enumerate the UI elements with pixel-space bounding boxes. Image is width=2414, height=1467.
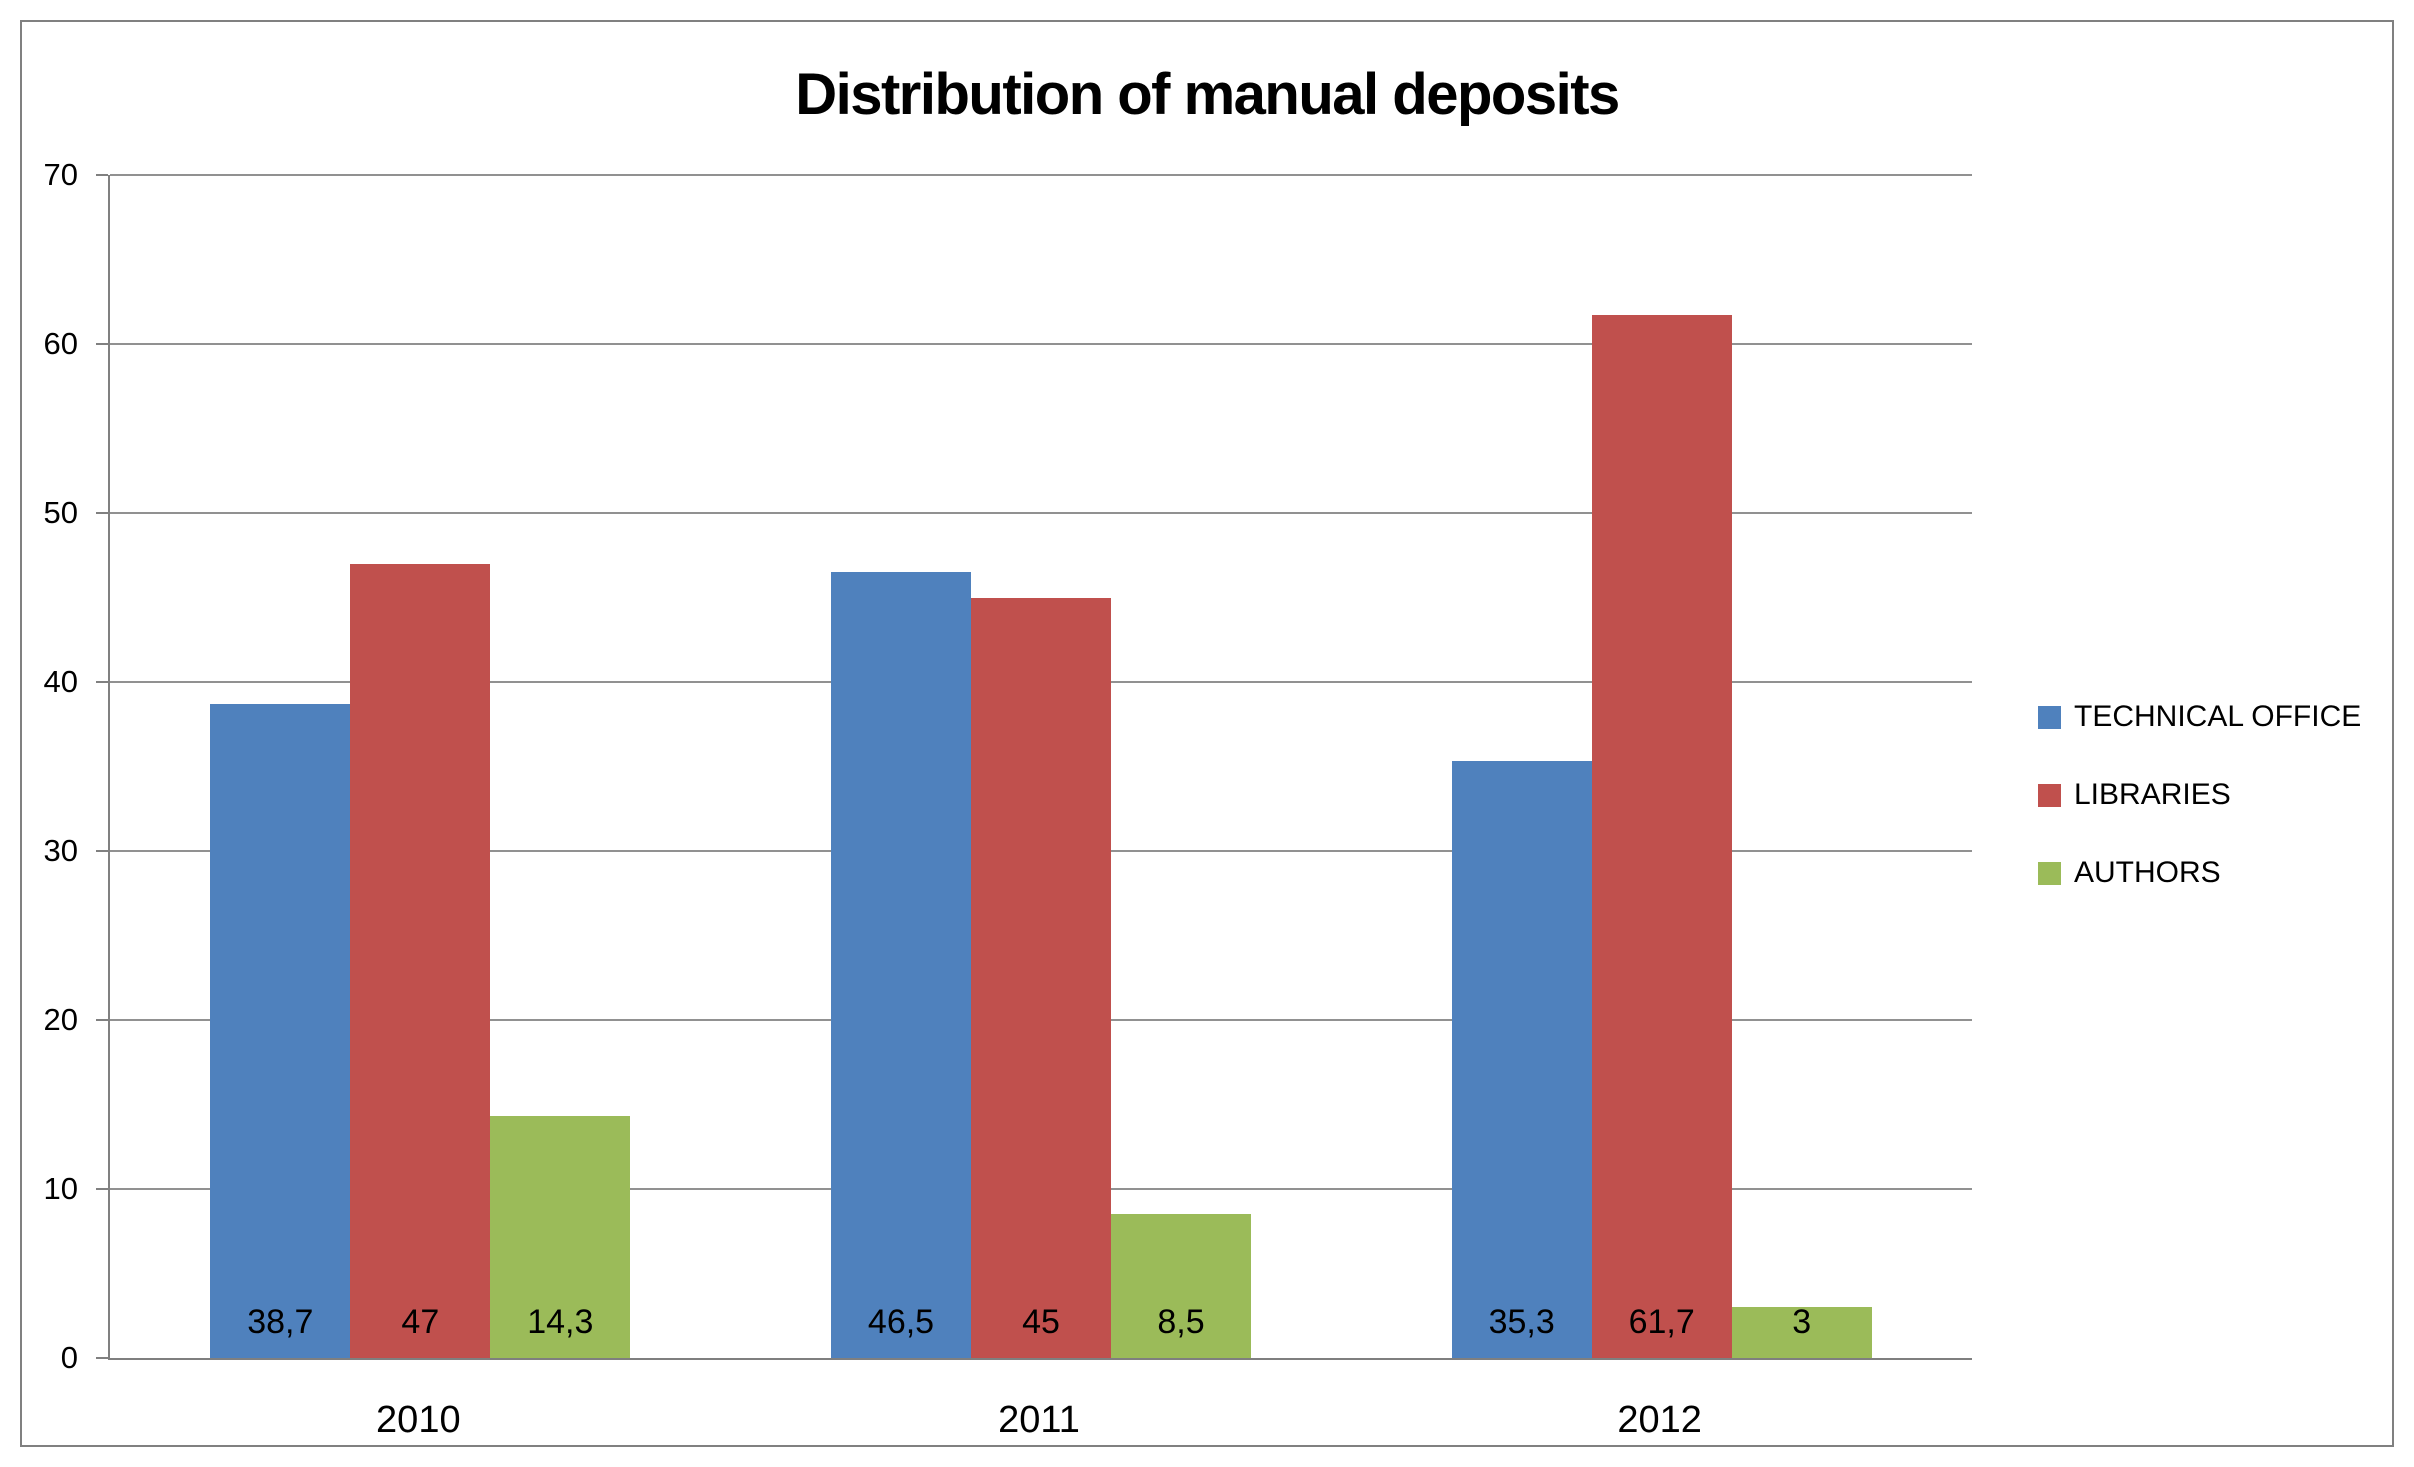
y-axis-tick-label: 10 xyxy=(43,1171,78,1206)
bar-value-label-technical-office-2010: 38,7 xyxy=(247,1303,314,1341)
bar-authors-2012 xyxy=(1731,1307,1872,1358)
legend-marker-libraries xyxy=(2038,783,2061,807)
y-axis-tick xyxy=(96,512,108,514)
gridline-70 xyxy=(110,174,1972,176)
y-axis-tick xyxy=(96,1188,108,1190)
bar-libraries-2011 xyxy=(971,597,1111,1358)
bar-value-label-authors-2011: 8,5 xyxy=(1157,1303,1205,1341)
y-axis-tick xyxy=(96,174,108,176)
y-axis-tick xyxy=(96,681,108,683)
bar-value-label-authors-2010: 14,3 xyxy=(527,1303,594,1341)
legend-item-libraries: LIBRARIES xyxy=(2038,778,2361,812)
gridline-60 xyxy=(110,343,1972,345)
bar-authors-2011 xyxy=(1111,1214,1251,1358)
chart-border xyxy=(20,20,2394,1447)
bar-value-label-libraries-2010: 47 xyxy=(401,1303,440,1341)
y-axis-tick-label: 20 xyxy=(43,1002,78,1037)
y-axis-tick-label: 0 xyxy=(60,1340,78,1375)
y-axis-tick-label: 70 xyxy=(43,157,78,192)
bar-authors-2010 xyxy=(490,1116,631,1358)
y-axis-tick xyxy=(96,1019,108,1021)
legend-marker-technical-office xyxy=(2038,705,2061,729)
y-axis-tick-label: 40 xyxy=(43,664,78,699)
gridline-50 xyxy=(110,512,1972,514)
y-axis-tick xyxy=(96,850,108,852)
plot-area: 38,7 47 14,3 46,5 45 8,5 35,3 61,7 3 xyxy=(108,174,1972,1360)
bar-libraries-2010 xyxy=(350,563,491,1358)
bar-value-label-libraries-2011: 45 xyxy=(1022,1303,1060,1341)
bar-technical-office-2010 xyxy=(210,703,351,1358)
bar-technical-office-2012 xyxy=(1451,761,1592,1358)
y-axis-tick-label: 30 xyxy=(43,833,78,868)
bar-technical-office-2011 xyxy=(831,572,971,1358)
legend-item-authors: AUTHORS xyxy=(2038,856,2361,890)
legend-label-libraries: LIBRARIES xyxy=(2074,778,2231,811)
legend: TECHNICAL OFFICE LIBRARIES AUTHORS xyxy=(2038,700,2361,890)
bar-value-label-technical-office-2011: 46,5 xyxy=(867,1303,935,1341)
chart-title: Distribution of manual deposits xyxy=(795,62,1620,127)
x-axis-category-label-2011: 2011 xyxy=(998,1399,1080,1441)
y-axis-tick-label: 60 xyxy=(43,326,78,361)
legend-label-authors: AUTHORS xyxy=(2074,856,2221,889)
legend-item-technical-office: TECHNICAL OFFICE xyxy=(2038,700,2361,734)
y-axis-tick-label: 50 xyxy=(43,495,78,530)
legend-label-technical-office: TECHNICAL OFFICE xyxy=(2074,700,2362,733)
y-axis-tick xyxy=(96,1357,108,1359)
bar-value-label-authors-2012: 3 xyxy=(1792,1303,1812,1341)
x-axis-category-label-2012: 2012 xyxy=(1617,1399,1702,1441)
y-axis-tick xyxy=(96,343,108,345)
legend-marker-authors xyxy=(2038,861,2061,885)
bar-value-label-libraries-2012: 61,7 xyxy=(1628,1303,1695,1341)
bar-value-label-technical-office-2012: 35,3 xyxy=(1488,1303,1555,1341)
x-axis-category-label-2010: 2010 xyxy=(376,1399,461,1441)
bar-libraries-2012 xyxy=(1591,315,1732,1358)
